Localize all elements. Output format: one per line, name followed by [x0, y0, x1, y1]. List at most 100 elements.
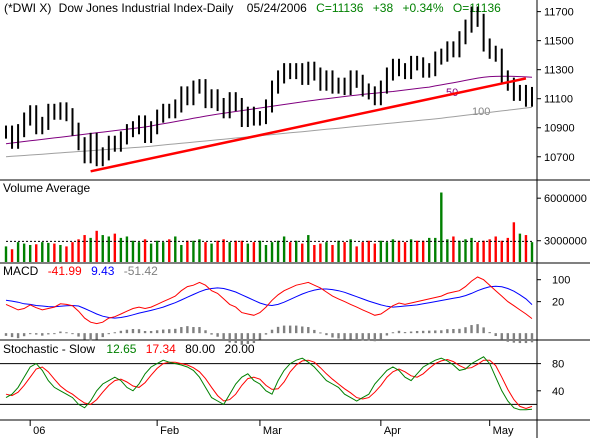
date-label: 06 — [33, 425, 45, 437]
volume-bar — [476, 242, 479, 262]
macd-histogram-bar — [59, 331, 62, 334]
volume-bar — [464, 239, 467, 262]
volume-bar — [421, 240, 425, 262]
volume-bar — [518, 233, 522, 262]
macd-histogram-bar — [101, 333, 104, 338]
volume-bar — [4, 246, 8, 262]
macd-histogram-bar — [264, 333, 268, 335]
volume-bar — [288, 242, 292, 262]
macd-histogram-bar — [234, 333, 237, 344]
volume-bar — [16, 242, 20, 262]
volume-bar — [500, 240, 503, 262]
volume-bar — [77, 239, 80, 262]
volume-bar — [331, 244, 334, 262]
macd-histogram-bar — [258, 333, 262, 340]
macd-histogram-bar — [349, 333, 352, 340]
stoch-upper-value: 80.00 — [185, 342, 215, 356]
volume-bar — [458, 240, 461, 262]
macd-histogram-bar — [452, 329, 455, 334]
macd-histogram-bar — [192, 327, 195, 334]
volume-bar — [385, 242, 389, 262]
volume-bar — [470, 237, 473, 262]
volume-bar — [415, 240, 419, 262]
volume-bar — [107, 236, 110, 262]
volume-bar — [65, 246, 68, 262]
volume-bar — [28, 244, 32, 262]
macd-histogram-bar — [361, 333, 364, 341]
macd-histogram-bar — [161, 329, 165, 334]
price-tick-label: 11700 — [544, 7, 574, 19]
volume-bar — [59, 244, 62, 262]
macd-histogram-bar — [403, 332, 407, 334]
macd-histogram-bar — [367, 333, 370, 341]
macd-histogram-bar — [331, 333, 334, 338]
volume-bar — [276, 240, 280, 262]
macd-histogram-bar — [325, 333, 328, 336]
volume-bar — [494, 236, 497, 262]
macd-value: -41.99 — [48, 264, 82, 278]
macd-histogram-bar — [113, 332, 117, 334]
volume-bar — [174, 236, 177, 262]
macd-histogram-bar — [180, 327, 183, 334]
volume-bar — [373, 243, 377, 262]
macd-histogram-bar — [65, 332, 68, 334]
macd-panel-label: MACD -41.99 9.43 -51.42 — [3, 264, 158, 278]
macd-histogram-bar — [397, 330, 401, 334]
header-change: +38 — [373, 1, 394, 15]
macd-histogram-bar — [10, 333, 14, 338]
macd-histogram-bar — [89, 333, 92, 341]
stoch-tick-label: 40 — [552, 386, 564, 398]
macd-histogram-bar — [83, 333, 86, 340]
volume-bar — [149, 243, 153, 262]
macd-histogram-bar — [343, 333, 346, 340]
price-panel — [5, 6, 533, 173]
volume-bar — [428, 237, 431, 262]
volume-bar — [355, 246, 358, 262]
macd-histogram-bar — [149, 330, 153, 334]
volume-bar — [488, 239, 491, 262]
macd-histogram-bar — [210, 333, 213, 335]
price-tick-label: 11300 — [544, 65, 574, 77]
volume-bar — [270, 242, 274, 262]
macd-histogram-bar — [295, 325, 298, 334]
macd-histogram-bar — [204, 330, 207, 334]
macd-histogram-bar — [482, 327, 485, 334]
macd-histogram-bar — [143, 330, 147, 334]
price-tick-label: 10700 — [544, 152, 575, 164]
volume-bar — [307, 235, 310, 262]
volume-bar — [325, 242, 328, 262]
volume-bar — [10, 249, 14, 262]
volume-bar — [434, 237, 437, 262]
stochastic-panel — [0, 356, 537, 411]
stoch-panel-label: Stochastic - Slow 12.65 17.34 80.00 20.0… — [3, 342, 255, 356]
volume-bar — [53, 243, 56, 262]
macd-histogram-bar — [307, 327, 310, 334]
volume-bar — [295, 240, 298, 262]
volume-bar — [313, 244, 316, 262]
macd-histogram-bar — [518, 333, 522, 344]
macd-histogram-bar — [119, 330, 123, 334]
volume-bar — [319, 243, 322, 262]
macd-tick-label: 20 — [552, 297, 564, 309]
volume-bar — [47, 242, 50, 262]
volume-bar — [452, 236, 455, 262]
macd-histogram-bar — [270, 329, 274, 334]
volume-bar — [161, 242, 165, 262]
macd-histogram-bar — [494, 333, 497, 337]
header-title: (*DWI X) Dow Jones Industrial Index-Dail… — [4, 1, 501, 15]
macd-histogram-bar — [440, 330, 443, 334]
volume-bar — [222, 239, 225, 262]
volume-bar — [391, 239, 395, 262]
volume-bar — [446, 239, 449, 262]
volume-bar — [216, 240, 219, 262]
volume-bar — [246, 243, 250, 262]
volume-bar — [71, 242, 74, 262]
date-label: May — [493, 425, 514, 437]
header-date: 05/24/2006 — [247, 1, 307, 15]
volume-bar — [198, 239, 201, 262]
volume-panel-label: Volume Average — [3, 181, 91, 195]
volume-bar — [409, 239, 413, 262]
macd-histogram-bar — [421, 330, 425, 334]
ma50-line — [5, 75, 533, 145]
